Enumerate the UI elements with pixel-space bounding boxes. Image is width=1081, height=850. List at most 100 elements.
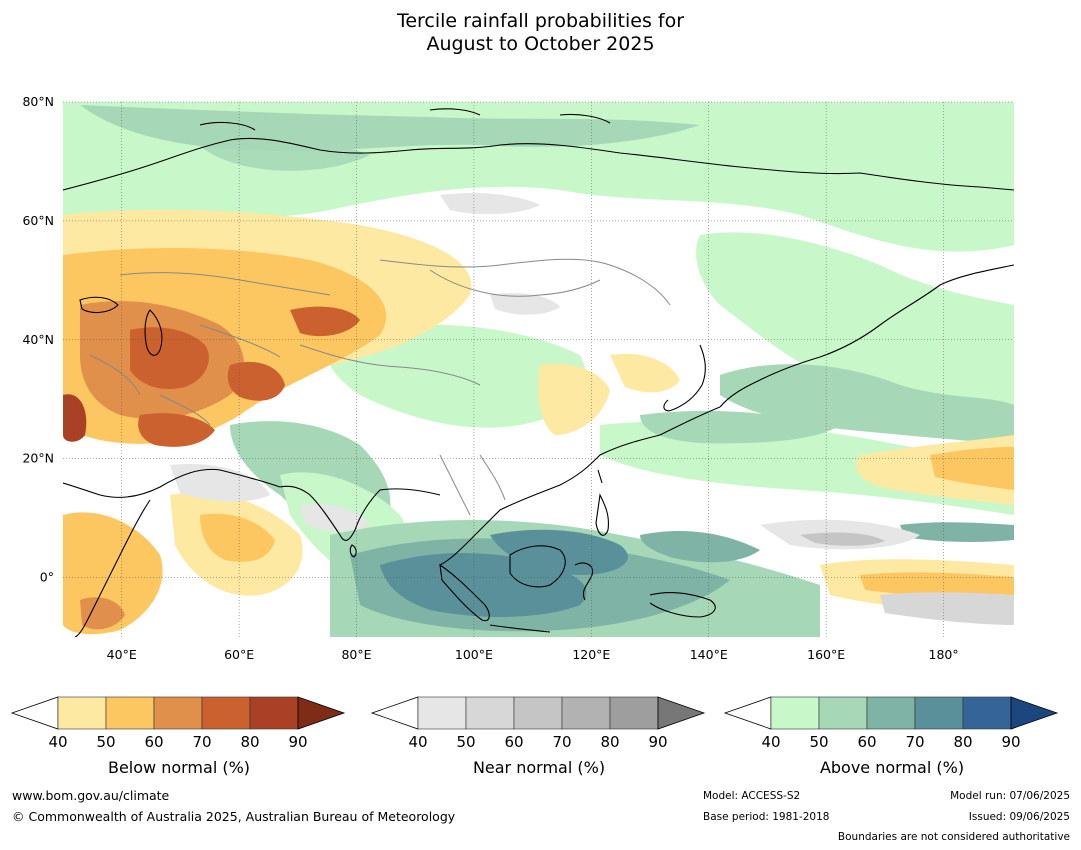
colorbar-tick-label: 50	[456, 733, 475, 750]
colorbar-near-normal: 40 50 60 70 80 90 Near normal (%)	[368, 695, 710, 777]
coastline-sulawesi	[574, 562, 594, 601]
footer-issued: Issued: 09/06/2025	[968, 811, 1070, 823]
footer-model-run: Model run: 07/06/2025	[950, 790, 1070, 802]
coastline-caspian	[144, 309, 163, 356]
colorbar-tick-label: 80	[240, 733, 259, 750]
colorbar-swatch	[866, 696, 916, 730]
colorbar-below-normal: 40 50 60 70 80 90 Below normal (%)	[8, 695, 350, 777]
coastline-sri-lanka	[349, 544, 357, 558]
colorbar-above-normal-swatches: 40 50 60 70 80 90	[723, 696, 1059, 751]
above-normal-tropical-mid	[640, 410, 840, 444]
border-central-asia	[119, 272, 331, 358]
country-boundaries	[89, 258, 671, 516]
colorbar-below-normal-label: Below normal (%)	[107, 758, 251, 777]
colorbar-swatch	[249, 696, 299, 730]
colorbar-tick-label: 70	[552, 733, 571, 750]
lon-tick-label: 60°E	[224, 647, 254, 662]
colorbar-above-normal-label: Above normal (%)	[819, 758, 965, 777]
border-southeast-asia	[439, 454, 506, 516]
lat-tick-label: 40°N	[22, 332, 54, 347]
coastline-china-southeast-asia	[439, 406, 721, 566]
above-normal-siberia	[190, 133, 370, 171]
coastline-borneo	[509, 545, 566, 588]
border-china-india	[299, 344, 481, 386]
coastline-sumatra	[439, 563, 490, 622]
coastline-black-sea	[79, 296, 119, 314]
colorbar-tick-label: 60	[144, 733, 163, 750]
coastline-japan	[663, 344, 706, 412]
below-normal-china-east	[538, 363, 610, 435]
above-normal-north-pacific	[720, 364, 1014, 445]
lon-tick-label: 120°E	[572, 647, 610, 662]
grid-lines	[63, 101, 1014, 637]
lon-tick-label: 40°E	[107, 647, 137, 662]
lon-tick-label: 80°E	[341, 647, 371, 662]
lon-tick-label: 160°E	[807, 647, 845, 662]
lat-tick-label: 80°N	[22, 95, 54, 109]
colorbar-swatch	[609, 696, 659, 730]
title-line-2: August to October 2025	[426, 33, 655, 55]
colorbar-swatch	[513, 696, 563, 730]
coastline-europe-arctic	[63, 137, 1014, 191]
border-middle-east	[89, 354, 211, 426]
colorbar-extend-high	[1010, 696, 1059, 730]
colorbar-tick-label: 90	[1001, 733, 1020, 750]
lon-tick-labels: 40°E 60°E 80°E 100°E 120°E 140°E 160°E 180°	[107, 647, 959, 662]
colorbar-tick-label: 60	[504, 733, 523, 750]
title-line-1: Tercile rainfall probabilities for	[396, 10, 685, 32]
footer-base-period: Base period: 1981-2018	[703, 811, 830, 823]
coastline-arabia	[63, 468, 281, 498]
colorbar-swatch	[153, 696, 203, 730]
colorbar-above-normal: 40 50 60 70 80 90 Above normal (%)	[721, 695, 1063, 777]
above-normal-maritime-east-80	[490, 529, 628, 575]
colorbar-tick-label: 70	[905, 733, 924, 750]
colorbar-tick-label: 50	[96, 733, 115, 750]
colorbar-extend-low	[723, 696, 772, 730]
below-normal-afghanistan-70	[227, 361, 285, 401]
near-normal-bay-bengal	[300, 503, 370, 532]
colorbar-swatch	[201, 696, 251, 730]
coastline-new-guinea	[649, 591, 716, 618]
colorbar-swatch	[561, 696, 611, 730]
colorbar-swatch	[818, 696, 868, 730]
near-normal-siberia	[440, 193, 540, 215]
footer-url[interactable]: www.bom.gov.au/climate	[12, 788, 170, 803]
above-normal-east-siberia	[696, 232, 1014, 425]
footer-model: Model: ACCESS-S2	[703, 790, 801, 802]
colorbar-extend-high	[297, 696, 346, 730]
above-normal-maritime-80	[380, 553, 587, 617]
colorbar-below-normal-swatches: 40 50 60 70 80 90	[10, 696, 346, 751]
border-mongolia	[429, 269, 601, 297]
colorbar-swatch	[962, 696, 1012, 730]
coastline-east-africa	[74, 499, 151, 637]
border-china-russia	[379, 258, 671, 306]
near-normal-pacific-60	[800, 532, 885, 546]
coastline-india	[279, 485, 441, 541]
below-normal-arabia-70	[138, 413, 215, 447]
colorbar-swatch	[417, 696, 467, 730]
colorbar-tick-label: 90	[288, 733, 307, 750]
below-normal-indian-ocean-50	[200, 513, 275, 562]
below-normal-caspian-70	[290, 306, 360, 337]
colorbar-tick-label: 70	[192, 733, 211, 750]
colorbar-swatch	[105, 696, 155, 730]
colorbar-swatch	[57, 696, 107, 730]
coastline-java	[489, 624, 551, 633]
coastline-taiwan	[597, 469, 603, 484]
colorbar-near-normal-swatches: 40 50 60 70 80 90	[370, 696, 706, 751]
colorbar-near-normal-label: Near normal (%)	[472, 758, 606, 777]
coastline-arctic-islands	[199, 108, 611, 131]
near-normal-mongolia	[490, 293, 560, 315]
footer-disclaimer: Boundaries are not considered authoritat…	[837, 831, 1070, 843]
colorbar-swatch	[914, 696, 964, 730]
colorbar-extend-high	[657, 696, 706, 730]
lon-tick-label: 180°	[929, 647, 959, 662]
rainfall-probability-map: 80°N 60°N 40°N 20°N 0° 40°E 60°E 80°E 100°E 120°…	[22, 95, 1014, 662]
lat-tick-label: 20°N	[22, 451, 54, 466]
colorbar-tick-label: 80	[953, 733, 972, 750]
colorbar-swatch	[465, 696, 515, 730]
above-normal-east-equatorial	[900, 522, 1014, 542]
colorbar-tick-label: 50	[809, 733, 828, 750]
colorbar-extend-low	[370, 696, 419, 730]
lon-tick-label: 140°E	[690, 647, 728, 662]
